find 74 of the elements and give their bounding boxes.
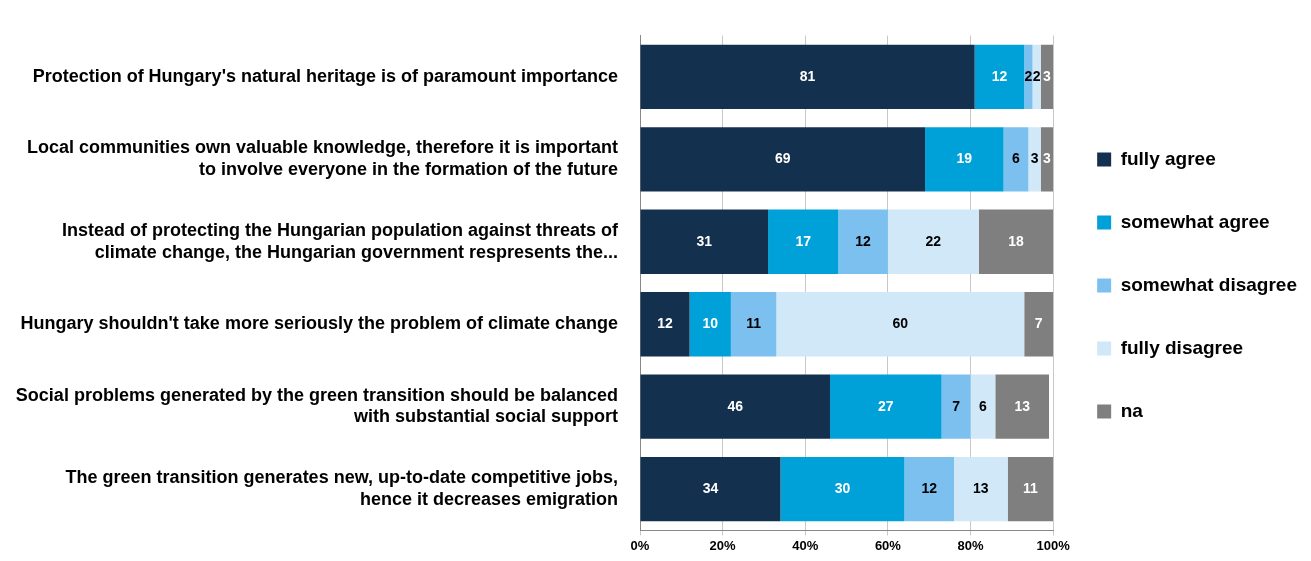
data-label: 3	[1043, 67, 1052, 84]
bar	[1003, 127, 1029, 192]
data-label: 60	[892, 315, 909, 332]
x-tick-label: 100%	[1036, 537, 1071, 553]
bar	[887, 209, 979, 274]
data-label: 12	[657, 315, 674, 332]
legend-label: fully agree	[1120, 147, 1216, 169]
x-tick-label: 20%	[709, 537, 737, 553]
bar	[954, 457, 1008, 522]
bar	[995, 374, 1050, 439]
bar	[978, 209, 1054, 274]
data-label: 46	[727, 397, 744, 414]
data-label: 22	[925, 232, 942, 249]
data-label: 13	[973, 480, 989, 497]
data-label: 12	[921, 480, 938, 497]
data-label: 19	[956, 150, 973, 167]
bar	[640, 209, 769, 274]
bar	[689, 292, 731, 357]
bar	[780, 457, 905, 522]
data-label: 10	[702, 315, 719, 332]
data-label: 69	[775, 150, 791, 167]
data-label: 7	[952, 397, 961, 414]
y-tick-label: Protection of Hungary's natural heritage is of paramount importance	[32, 65, 618, 86]
bar	[1007, 457, 1054, 522]
data-label: 27	[878, 397, 894, 414]
x-tick-label: 40%	[792, 537, 819, 553]
bar	[1024, 292, 1054, 357]
bar	[925, 127, 1004, 192]
legend-label: somewhat disagree	[1120, 273, 1297, 295]
bar	[974, 44, 1025, 109]
data-label: 2	[1024, 67, 1033, 84]
legend-label: fully disagree	[1120, 336, 1244, 358]
data-label: 12	[855, 232, 872, 249]
y-tick-label: Social problems generated by the green transition should be balanced with substantial social support	[15, 384, 618, 427]
bar	[830, 374, 942, 439]
bar	[640, 127, 926, 192]
bar	[640, 44, 975, 109]
bar	[776, 292, 1025, 357]
data-label: 11	[1023, 480, 1039, 497]
data-label: 34	[702, 480, 719, 497]
data-label: 17	[795, 232, 812, 249]
y-tick-label: Local communities own valuable knowledge, therefore it is important to involve everyone in the formation of the future	[26, 137, 618, 180]
bar	[768, 209, 839, 274]
data-label: 3	[1043, 150, 1052, 167]
data-label: 6	[1012, 150, 1021, 167]
data-label: 12	[991, 67, 1008, 84]
data-label: 7	[1034, 315, 1043, 332]
legend-label: na	[1120, 399, 1144, 421]
data-label: 13	[1014, 397, 1031, 414]
bar	[730, 292, 777, 357]
y-tick-label: Instead of protecting the Hungarian population against threats of climate change, the Hungarian government respresents the...	[61, 219, 619, 262]
bar	[904, 457, 954, 522]
data-label: 18	[1008, 232, 1024, 249]
data-label: 6	[979, 397, 988, 414]
bar	[941, 374, 971, 439]
y-tick-label: The green transition generates new, up-to-date competitive jobs, hence it decreases emigration	[65, 467, 618, 509]
data-label: 2	[1032, 67, 1041, 84]
x-tick-label: 80%	[957, 537, 984, 553]
bar	[970, 374, 996, 439]
bar	[838, 209, 888, 274]
bar	[640, 374, 831, 439]
data-label: 81	[799, 67, 816, 84]
data-label: 11	[746, 315, 762, 332]
data-label: 31	[696, 232, 713, 249]
legend-label: somewhat agree	[1120, 210, 1270, 232]
data-label: 30	[834, 480, 851, 497]
x-tick-label: 0%	[630, 537, 650, 553]
bar	[640, 457, 781, 522]
bar	[1028, 127, 1041, 192]
y-tick-label: Hungary shouldn't take more seriously the problem of climate change	[20, 313, 618, 334]
x-tick-label: 60%	[874, 537, 902, 553]
data-label: 3	[1030, 150, 1039, 167]
bar	[640, 292, 690, 357]
bar	[1032, 44, 1041, 109]
